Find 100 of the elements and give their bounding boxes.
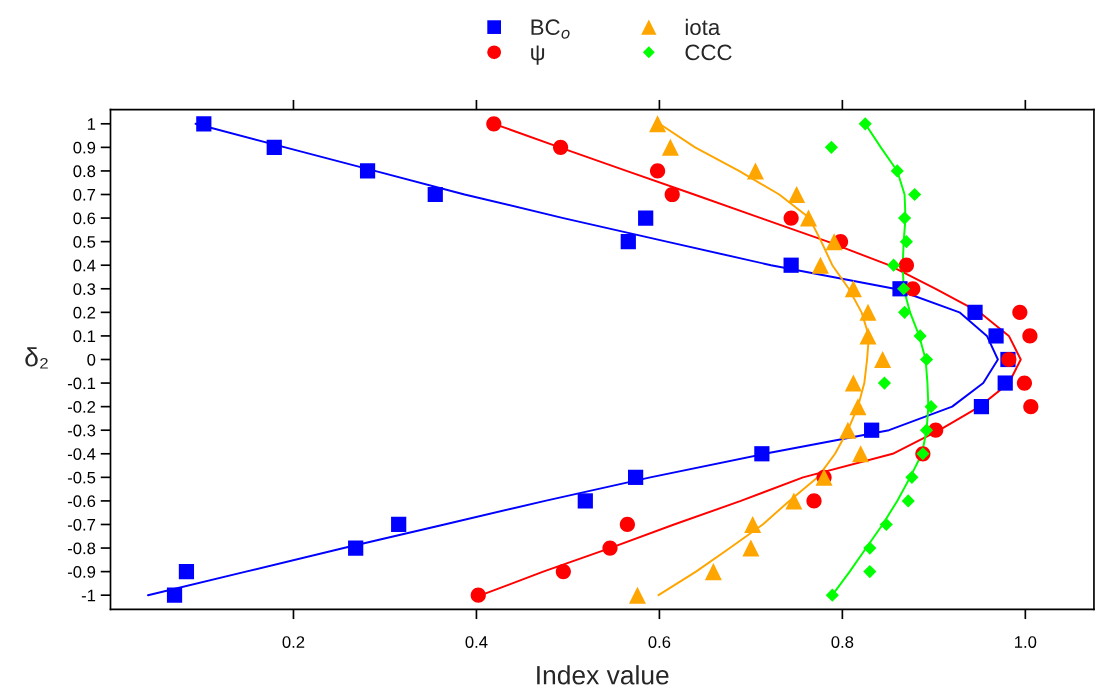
point [785,492,803,510]
point [754,446,770,462]
y-tick-label: 0.9 [73,141,96,154]
y-tick-label: 0 [87,353,96,366]
y-tick-label: 0.8 [73,165,96,178]
point [391,516,407,533]
y-tick-label: 0.2 [73,306,96,319]
y-tick-label: 0.4 [73,259,96,272]
point [620,234,636,250]
x-tick-label: 0.8 [831,636,854,648]
point [913,329,927,343]
point [919,423,934,437]
point [470,587,486,603]
point [783,257,799,273]
x-tick-label: 0.6 [648,636,671,648]
y-axis-title: δ₂ [25,347,48,369]
point [486,116,502,132]
point [166,587,183,603]
y-tick-label: -0.9 [67,566,96,578]
y-tick-label: -0.2 [67,401,96,413]
point [844,280,862,298]
y-tick-label: -0.7 [67,518,96,531]
y-tick-label: 0.1 [73,330,96,343]
point [552,139,569,155]
y-tick-label: -0.5 [67,471,96,484]
point [874,350,892,368]
point [973,399,990,415]
legend-label: ψ [531,45,545,65]
point [427,186,443,203]
point [628,586,646,604]
legend-label: iota [685,18,721,36]
x-tick-label: 0.2 [282,636,305,648]
y-tick-label: -0.3 [67,424,96,437]
point [877,376,892,390]
point [1023,399,1039,415]
point [924,400,938,414]
point [859,327,877,345]
point [863,565,877,579]
point [1016,375,1033,391]
point [619,516,635,533]
point [196,116,212,132]
point [800,209,818,227]
point [897,211,912,225]
point [555,564,571,580]
x-tick-label: 0.4 [465,636,488,648]
point [602,540,618,556]
y-tick-label: 0.3 [73,283,96,295]
y-tick-label: 1 [87,118,96,130]
point [742,539,760,557]
point [919,352,934,367]
point [783,210,799,226]
point [649,115,667,133]
point [897,282,911,296]
y-tick-label: -0.6 [67,495,96,508]
point [988,328,1004,344]
point [1012,304,1028,320]
point [744,515,762,533]
point [858,117,872,131]
y-tick-label: 0.6 [73,212,96,225]
y-tick-label: -0.8 [67,542,96,555]
point [879,517,893,532]
point [825,233,843,251]
point [849,398,867,416]
x-tick-label: 1.0 [1015,636,1037,648]
point [661,138,679,156]
point [908,187,922,202]
point [628,469,644,485]
point [844,374,862,392]
point [852,445,870,463]
point [348,540,364,556]
point [997,375,1013,391]
point [788,186,806,204]
point [811,256,829,274]
y-tick-label: -0.4 [67,448,96,460]
point [649,163,666,179]
point [901,494,915,508]
point [638,210,654,226]
point [899,235,913,249]
point [824,140,838,154]
legend-label: BC$_{o}$ [531,19,570,39]
y-tick-label: 0.7 [73,188,96,201]
point [704,563,722,581]
point [806,493,822,509]
point [266,139,282,155]
point [864,422,880,438]
point [859,303,877,321]
point [1022,328,1038,344]
point [898,257,915,273]
point [359,163,376,179]
point [905,470,919,484]
point [664,186,680,203]
point [967,304,983,320]
point [825,588,839,602]
y-tick-label: -1 [81,589,96,602]
point [839,421,857,439]
point [887,258,901,272]
legend-label: CCC [685,44,732,61]
point [890,164,904,178]
point [863,541,877,555]
point [577,493,593,509]
